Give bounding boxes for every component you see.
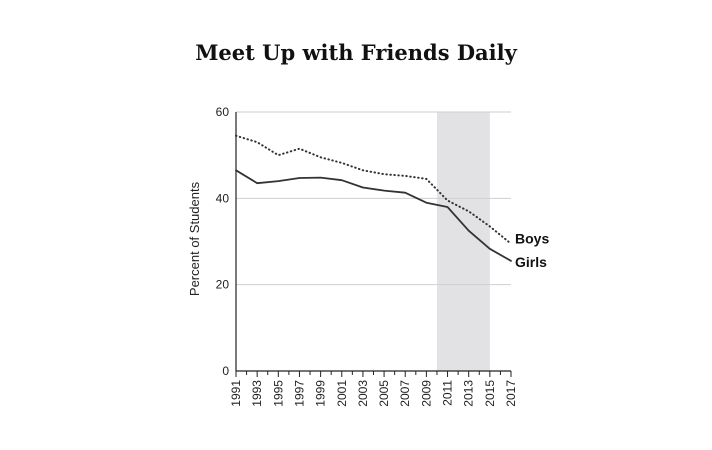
series-label-boys: Boys xyxy=(515,231,549,247)
y-tick-label-20: 20 xyxy=(216,278,230,292)
x-tick-label-1995: 1995 xyxy=(271,380,285,407)
y-ticks-group: 0 20 40 60 xyxy=(216,105,230,378)
x-tick-label-2015: 2015 xyxy=(483,380,497,407)
x-tick-label-2009: 2009 xyxy=(419,380,433,407)
x-tick-label-2017: 2017 xyxy=(504,380,518,407)
series-line-girls xyxy=(235,169,512,262)
gridlines-group xyxy=(236,111,511,286)
y-tick-label-40: 40 xyxy=(216,191,230,205)
x-tick-label-2007: 2007 xyxy=(398,380,412,407)
x-tick-label-2011: 2011 xyxy=(441,380,455,406)
x-tick-label-2003: 2003 xyxy=(356,380,370,407)
series-labels-group: Boys Girls xyxy=(515,231,549,270)
x-tick-label-1999: 1999 xyxy=(314,380,328,407)
y-tick-label-60: 60 xyxy=(216,105,230,119)
x-tick-label-1997: 1997 xyxy=(292,380,306,407)
series-group xyxy=(235,134,512,262)
x-tick-label-1991: 1991 xyxy=(229,380,243,407)
x-tick-label-2001: 2001 xyxy=(335,380,349,407)
x-tick-label-2005: 2005 xyxy=(377,380,391,407)
chart-title: Meet Up with Friends Daily xyxy=(195,40,517,65)
x-ticks-group: 1991 1993 1995 1997 1999 2001 2003 2005 2007 2009… xyxy=(229,371,518,407)
y-tick-label-0: 0 xyxy=(222,364,229,378)
x-tick-label-1993: 1993 xyxy=(250,380,264,407)
x-tick-label-2013: 2013 xyxy=(462,380,476,407)
series-label-girls: Girls xyxy=(515,254,547,270)
y-axis-title: Percent of Students xyxy=(187,181,202,296)
